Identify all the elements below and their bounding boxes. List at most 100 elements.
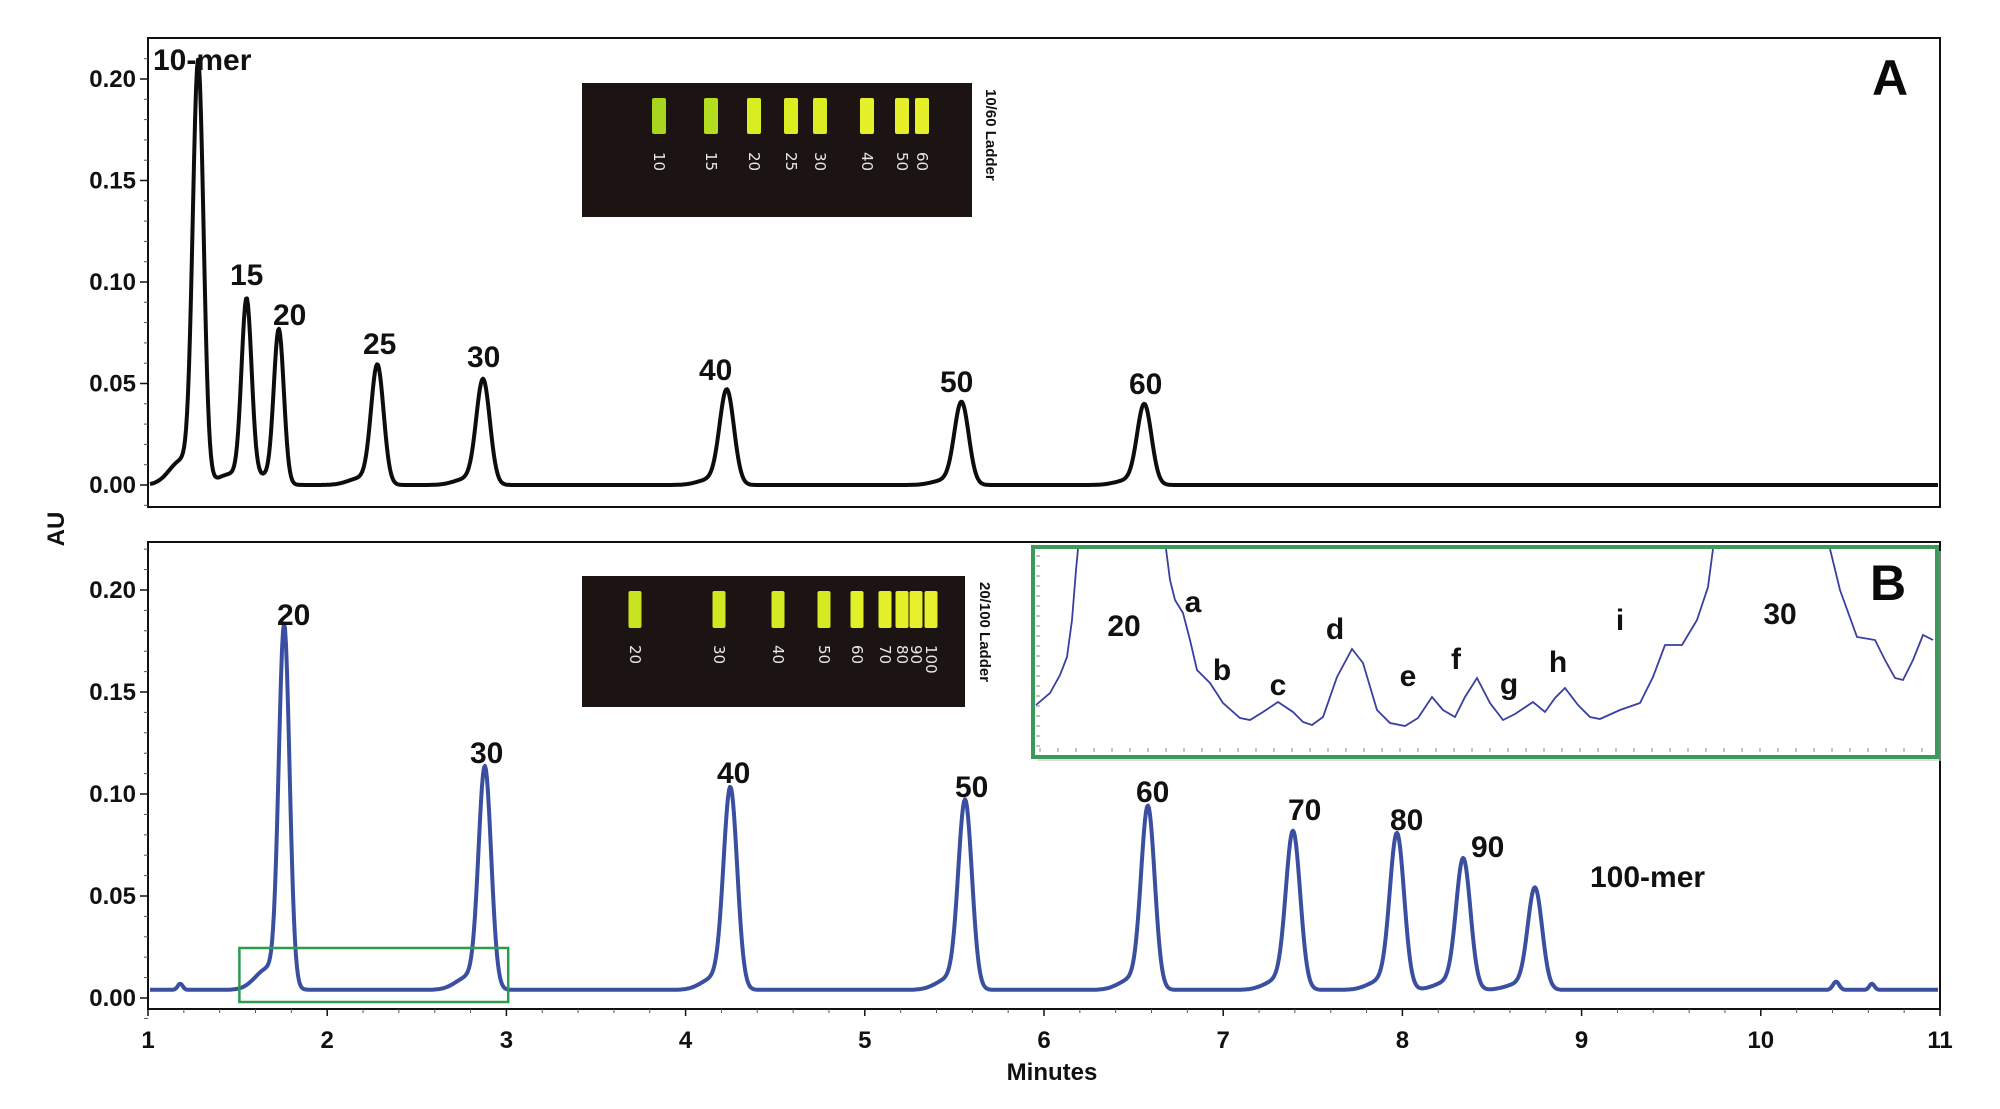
gel-lane-label: 30 <box>710 645 728 664</box>
panel-a-trace <box>149 57 1939 487</box>
zoom-inset-trace-peak-20 <box>1035 548 1079 706</box>
y-tick-label: 0.05 <box>89 371 136 398</box>
panel-a-frame <box>147 37 1941 508</box>
gel-lane-label: 25 <box>782 152 800 171</box>
peak-label: 70 <box>1288 794 1321 827</box>
gel-lane-label: 100 <box>922 645 940 674</box>
y-tick-label: 0.00 <box>89 472 136 499</box>
y-tick-label: 0.15 <box>89 679 136 706</box>
inset-label: c <box>1270 669 1287 702</box>
gel-lane-label: 60 <box>848 645 866 664</box>
peak-label: 60 <box>1129 368 1162 401</box>
inset-label: a <box>1185 586 1202 619</box>
gel-band <box>817 591 831 628</box>
peak-label: 20 <box>273 299 306 332</box>
gel-band <box>850 591 864 628</box>
x-tick-label: 1 <box>141 1027 154 1054</box>
panel-a-letter: A <box>1872 50 1908 106</box>
gel-a-title: 10/60 Ladder <box>982 89 999 181</box>
inset-label: h <box>1549 646 1567 679</box>
peak-label: 25 <box>363 328 396 361</box>
gel-band <box>909 591 923 628</box>
inset-label: f <box>1451 643 1462 676</box>
x-tick-label: 6 <box>1037 1027 1050 1054</box>
zoom-inset-frame <box>1031 545 1939 759</box>
inset-label: i <box>1616 604 1624 637</box>
peak-label: 100-mer <box>1590 861 1705 894</box>
gel-lane-label: 80 <box>893 645 911 664</box>
panel-a-y-axis: 0.00 0.05 0.10 0.15 0.20 <box>89 58 148 506</box>
panel-b-trace <box>149 621 1939 992</box>
peak-label: 30 <box>470 737 503 770</box>
x-tick-label: 8 <box>1396 1027 1409 1054</box>
inset-label: d <box>1326 613 1344 646</box>
zoom-inset-trace-peak-30 <box>1829 548 1934 682</box>
gel-lane-label: 15 <box>702 152 720 171</box>
panel-b-y-axis: 0.00 0.05 0.10 0.15 0.20 <box>89 548 148 1019</box>
gel-lane-label: 40 <box>769 645 787 664</box>
zoom-inset: 20 a b c d e f gh i 30 <box>1031 545 1941 761</box>
y-tick-label: 0.20 <box>89 577 136 604</box>
gel-band <box>878 591 892 628</box>
gel-band <box>628 591 642 628</box>
gel-band <box>747 98 761 134</box>
x-tick-label: 4 <box>679 1027 693 1054</box>
peak-label: 40 <box>699 354 732 387</box>
zoom-region-box <box>238 946 510 1004</box>
y-tick-label: 0.15 <box>89 168 136 195</box>
gel-b-title: 20/100 Ladder <box>976 582 993 682</box>
peak-label: 50 <box>940 366 973 399</box>
gel-band <box>915 98 929 134</box>
x-tick-label: 11 <box>1927 1027 1952 1054</box>
peak-label: 15 <box>230 259 263 292</box>
gel-lane-label: 30 <box>811 152 829 171</box>
gel-band <box>860 98 874 134</box>
zoom-inset-trace-impurities <box>1165 548 1714 727</box>
gel-band <box>652 98 666 134</box>
peak-label: 40 <box>717 757 750 790</box>
gel-band <box>895 98 909 134</box>
gel-lane-label: 40 <box>858 152 876 171</box>
peak-label: 50 <box>955 771 988 804</box>
peak-label: 60 <box>1136 776 1169 809</box>
inset-label: 30 <box>1763 598 1796 631</box>
inset-label: g <box>1500 668 1518 701</box>
x-tick-label: 10 <box>1747 1027 1774 1054</box>
zoom-inset-ticks <box>1036 555 1923 752</box>
peak-label: 30 <box>467 341 500 374</box>
gel-band <box>813 98 827 134</box>
gel-band <box>712 591 726 628</box>
gel-lane-label: 70 <box>876 645 894 664</box>
inset-label: e <box>1400 660 1417 693</box>
gel-a-background <box>582 83 972 217</box>
y-tick-label: 0.10 <box>89 269 136 296</box>
zoom-inset-labels: 20 a b c d e f gh i 30 <box>1107 586 1796 702</box>
gel-lane-label: 20 <box>745 152 763 171</box>
inset-label: b <box>1213 654 1231 687</box>
gel-band <box>924 591 938 628</box>
x-axis-title: Minutes <box>1007 1059 1098 1086</box>
x-tick-label: 5 <box>858 1027 871 1054</box>
peak-label: 80 <box>1390 804 1423 837</box>
x-tick-label: 3 <box>500 1027 513 1054</box>
y-tick-label: 0.00 <box>89 985 136 1012</box>
gel-band <box>895 591 909 628</box>
y-axis-title: AU <box>43 512 70 547</box>
y-tick-label: 0.20 <box>89 66 136 93</box>
peak-label: 90 <box>1471 831 1504 864</box>
gel-band <box>771 591 785 628</box>
gel-band <box>784 98 798 134</box>
panel-b-letter: B <box>1870 555 1906 611</box>
x-axis: 1 2 3 4 5 6 7 8 9 10 11 <box>141 1009 1953 1054</box>
x-tick-label: 7 <box>1217 1027 1230 1054</box>
panel-a-gel-inset: 10 15 20 25 30 40 50 60 10/60 Ladder <box>582 83 999 217</box>
gel-lane-label: 60 <box>913 152 931 171</box>
gel-lane-label: 10 <box>650 152 668 171</box>
gel-lane-label: 90 <box>907 645 925 664</box>
x-tick-label: 2 <box>321 1027 334 1054</box>
